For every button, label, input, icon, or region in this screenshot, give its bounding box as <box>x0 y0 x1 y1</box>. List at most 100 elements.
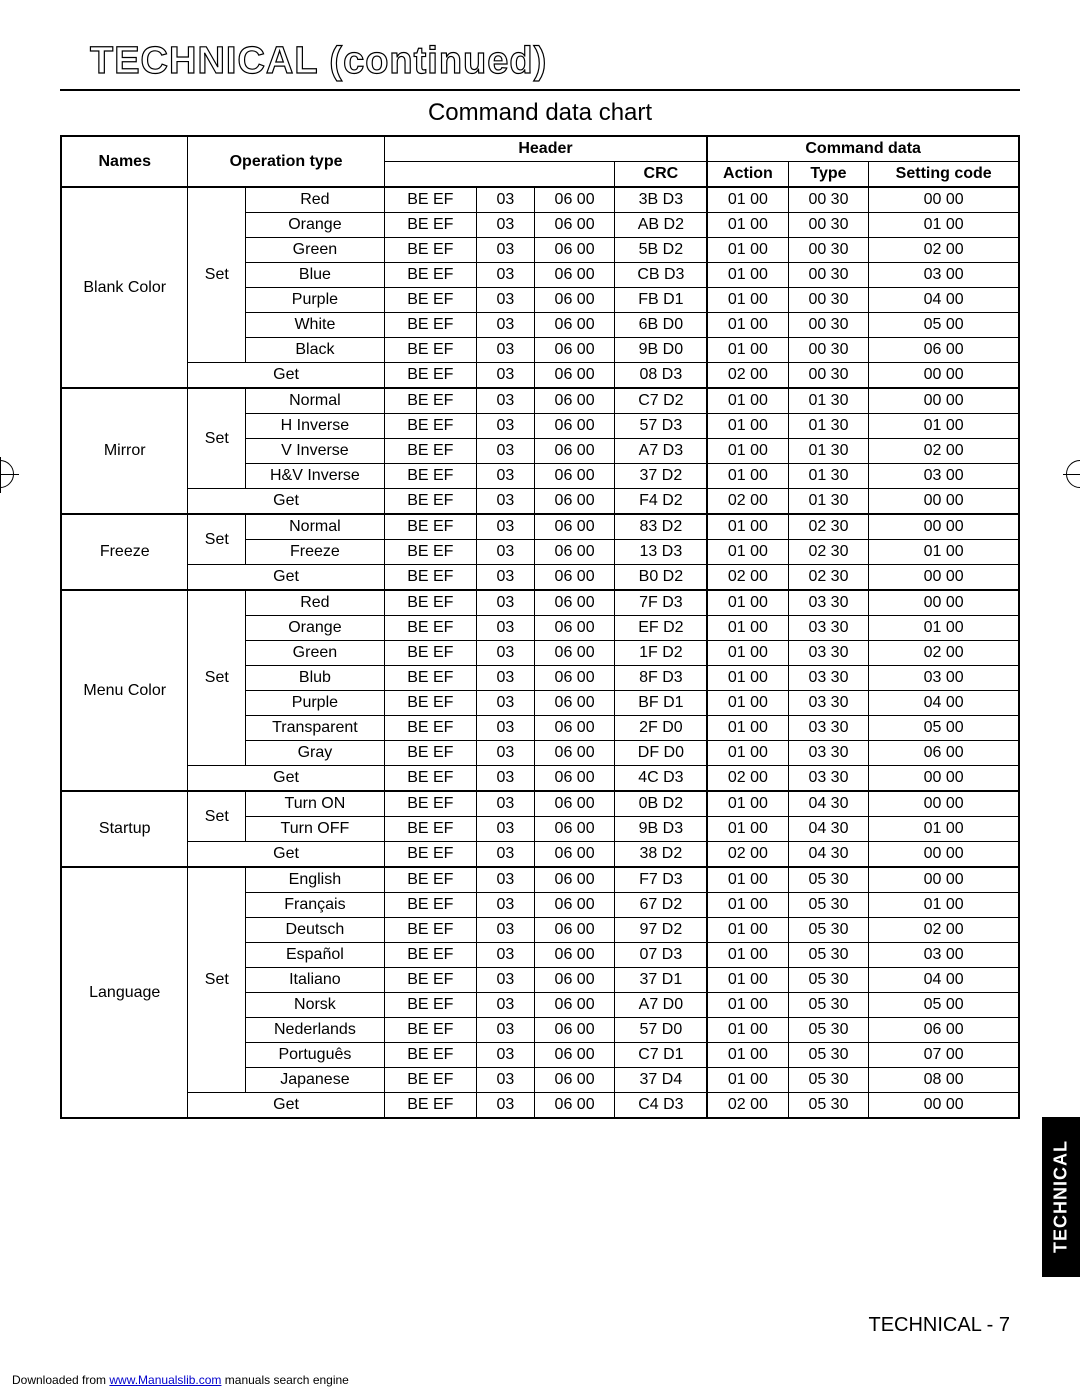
cell-setting: 02 00 <box>869 641 1019 666</box>
cell-crc: FB D1 <box>615 288 707 313</box>
cell-h2: 03 <box>476 641 534 666</box>
cell-h3: 06 00 <box>534 263 615 288</box>
cell-setting: 05 00 <box>869 993 1019 1018</box>
cell-h1: BE EF <box>384 1043 476 1068</box>
page: TECHNICAL (continued) Command data chart… <box>0 0 1080 1397</box>
cell-action: 01 00 <box>707 867 788 893</box>
section-tab: TECHNICAL <box>1042 1117 1080 1277</box>
cell-h1: BE EF <box>384 464 476 489</box>
table-row: StartupSetTurn ONBE EF0306 000B D201 000… <box>61 791 1019 817</box>
cell-type: 04 30 <box>788 817 869 842</box>
cell-action: 02 00 <box>707 842 788 868</box>
cell-type: 00 30 <box>788 213 869 238</box>
cell-crc: BF D1 <box>615 691 707 716</box>
cell-setting: 01 00 <box>869 213 1019 238</box>
cell-h1: BE EF <box>384 313 476 338</box>
cell-action: 01 00 <box>707 187 788 213</box>
cell-crc: F7 D3 <box>615 867 707 893</box>
cell-action: 01 00 <box>707 817 788 842</box>
cell-setting: 08 00 <box>869 1068 1019 1093</box>
title-rule <box>60 89 1020 91</box>
cell-h2: 03 <box>476 893 534 918</box>
cell-set: Set <box>188 187 246 363</box>
cell-h1: BE EF <box>384 1018 476 1043</box>
cell-type: 02 30 <box>788 540 869 565</box>
th-action: Action <box>707 162 788 188</box>
cell-get: Get <box>188 363 384 389</box>
cell-crc: C4 D3 <box>615 1093 707 1119</box>
cell-get: Get <box>188 565 384 591</box>
cell-crc: 07 D3 <box>615 943 707 968</box>
cell-h3: 06 00 <box>534 187 615 213</box>
cell-set: Set <box>188 867 246 1093</box>
cell-h2: 03 <box>476 1043 534 1068</box>
th-header: Header <box>384 136 707 162</box>
cell-action: 01 00 <box>707 238 788 263</box>
cell-h2: 03 <box>476 489 534 515</box>
cell-action: 01 00 <box>707 288 788 313</box>
cell-setting: 00 00 <box>869 842 1019 868</box>
cell-h1: BE EF <box>384 388 476 414</box>
download-link[interactable]: www.Manualslib.com <box>109 1373 221 1387</box>
cell-label: Freeze <box>246 540 385 565</box>
cell-h3: 06 00 <box>534 1018 615 1043</box>
cell-crc: 38 D2 <box>615 842 707 868</box>
cell-type: 02 30 <box>788 565 869 591</box>
cell-h3: 06 00 <box>534 741 615 766</box>
cell-group-name: Blank Color <box>61 187 188 388</box>
cell-action: 01 00 <box>707 918 788 943</box>
cell-h1: BE EF <box>384 263 476 288</box>
cell-type: 00 30 <box>788 338 869 363</box>
cell-h3: 06 00 <box>534 817 615 842</box>
cell-type: 01 30 <box>788 414 869 439</box>
cell-crc: 13 D3 <box>615 540 707 565</box>
cell-label: Transparent <box>246 716 385 741</box>
download-footer: Downloaded from www.Manualslib.com manua… <box>12 1373 349 1387</box>
cell-h1: BE EF <box>384 842 476 868</box>
cell-h2: 03 <box>476 666 534 691</box>
cell-h3: 06 00 <box>534 893 615 918</box>
cell-h2: 03 <box>476 943 534 968</box>
cell-h3: 06 00 <box>534 842 615 868</box>
cell-h2: 03 <box>476 993 534 1018</box>
cell-h1: BE EF <box>384 691 476 716</box>
cell-action: 02 00 <box>707 1093 788 1119</box>
cell-h3: 06 00 <box>534 288 615 313</box>
cell-setting: 01 00 <box>869 540 1019 565</box>
cell-type: 04 30 <box>788 791 869 817</box>
cell-h2: 03 <box>476 716 534 741</box>
cell-label: Normal <box>246 514 385 540</box>
cell-setting: 03 00 <box>869 464 1019 489</box>
cell-setting: 03 00 <box>869 263 1019 288</box>
cell-type: 03 30 <box>788 741 869 766</box>
cell-h1: BE EF <box>384 766 476 792</box>
cell-setting: 00 00 <box>869 514 1019 540</box>
cell-label: Purple <box>246 691 385 716</box>
cell-h3: 06 00 <box>534 313 615 338</box>
cell-h2: 03 <box>476 540 534 565</box>
cell-setting: 00 00 <box>869 388 1019 414</box>
cell-type: 05 30 <box>788 1043 869 1068</box>
cell-h3: 06 00 <box>534 414 615 439</box>
cell-label: Turn OFF <box>246 817 385 842</box>
cell-setting: 00 00 <box>869 867 1019 893</box>
table-header: NamesOperation typeHeaderCommand dataCRC… <box>61 136 1019 187</box>
cell-type: 00 30 <box>788 187 869 213</box>
cell-setting: 05 00 <box>869 716 1019 741</box>
cell-h2: 03 <box>476 691 534 716</box>
cell-label: Français <box>246 893 385 918</box>
cell-setting: 07 00 <box>869 1043 1019 1068</box>
cell-setting: 03 00 <box>869 943 1019 968</box>
cell-group-name: Freeze <box>61 514 188 590</box>
cell-action: 01 00 <box>707 968 788 993</box>
cell-action: 01 00 <box>707 414 788 439</box>
cell-setting: 06 00 <box>869 1018 1019 1043</box>
cell-h1: BE EF <box>384 414 476 439</box>
cell-setting: 00 00 <box>869 187 1019 213</box>
cell-label: Gray <box>246 741 385 766</box>
cell-type: 00 30 <box>788 238 869 263</box>
cell-setting: 01 00 <box>869 893 1019 918</box>
table-row: GetBE EF0306 0008 D302 0000 3000 00 <box>61 363 1019 389</box>
cell-h2: 03 <box>476 464 534 489</box>
crop-mark-right <box>1066 460 1080 488</box>
